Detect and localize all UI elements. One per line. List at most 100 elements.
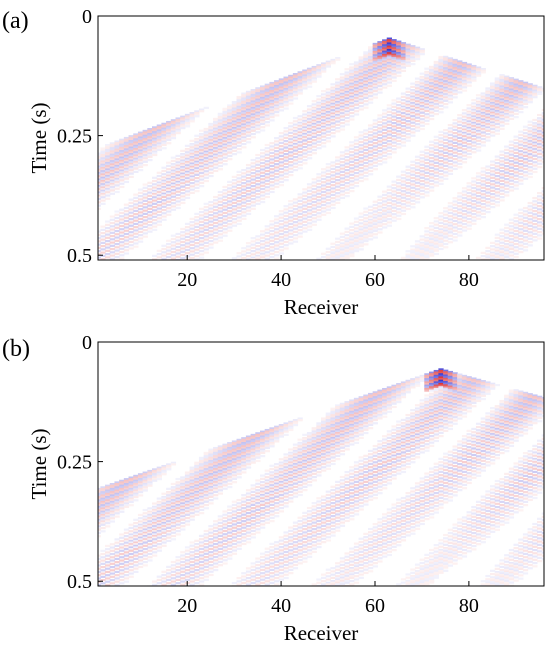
wavefield-cell [198, 136, 205, 139]
wavefield-cell [133, 135, 139, 138]
wavefield-cell [189, 185, 195, 188]
wavefield-cell [335, 247, 341, 250]
wavefield-cell [269, 104, 275, 107]
wavefield-cell [109, 178, 116, 181]
wavefield-cell [494, 184, 500, 187]
wavefield-cell [98, 198, 101, 201]
wavefield-cell [137, 146, 144, 149]
wavefield-cell [490, 127, 496, 131]
wavefield-cell [156, 194, 162, 197]
wavefield-cell [175, 132, 181, 135]
wavefield-cell [475, 74, 482, 77]
wavefield-cell [532, 92, 538, 96]
wavefield-cell [353, 93, 360, 97]
wavefield-cell [245, 209, 252, 212]
wavefield-cell [335, 92, 341, 96]
wavefield-cell [180, 166, 186, 169]
wavefield-cell [330, 255, 336, 258]
wavefield-cell [466, 128, 472, 131]
wavefield-cell [227, 122, 233, 125]
wavefield-cell [485, 121, 491, 124]
wavefield-cell [123, 180, 130, 184]
wavefield-cell [419, 179, 425, 183]
wavefield-cell [236, 125, 242, 128]
wavefield-cell [245, 173, 252, 176]
wavefield-cell [499, 173, 505, 176]
wavefield-cell [302, 128, 308, 131]
wavefield-cell [349, 71, 355, 74]
wavefield-cell [429, 238, 435, 241]
wavefield-cell [325, 127, 331, 130]
wavefield-cell [269, 155, 275, 158]
wavefield-cell [391, 105, 397, 108]
wavefield-cell [457, 162, 463, 166]
wavefield-cell [227, 219, 233, 223]
wavefield-cell [391, 65, 397, 68]
wavefield-cell [335, 166, 341, 169]
wavefield-cell [213, 137, 219, 140]
wavefield-cell [236, 174, 242, 177]
wavefield-cell [189, 217, 195, 221]
wavefield-cell [372, 52, 378, 55]
wavefield-cell [335, 83, 341, 86]
wavefield-cell [532, 203, 538, 206]
wavefield-cell [499, 251, 505, 254]
wavefield-cell [522, 94, 529, 97]
wavefield-cell [443, 224, 449, 228]
wavefield-cell [443, 73, 449, 76]
wavefield-cell [194, 242, 200, 245]
wavefield-cell [325, 169, 331, 172]
wavefield-cell [419, 103, 425, 106]
wavefield-cell [330, 96, 336, 99]
wavefield-cell [494, 90, 500, 93]
wavefield-cell [490, 134, 496, 137]
wavefield-cell [386, 205, 392, 208]
wavefield-cell [292, 77, 299, 81]
wavefield-cell [499, 113, 505, 116]
wavefield-cell [349, 173, 355, 176]
wavefield-cell [283, 153, 289, 156]
wavefield-cell [156, 223, 162, 226]
wavefield-cell [405, 46, 411, 50]
wavefield-cell [485, 253, 491, 256]
wavefield-cell [203, 147, 209, 150]
wavefield-cell [306, 222, 313, 225]
wavefield-cell [245, 137, 252, 141]
wavefield-cell [292, 90, 299, 94]
wavefield-cell [400, 170, 407, 173]
wavefield-cell [494, 119, 500, 122]
wavefield-cell [170, 127, 177, 130]
wavefield-cell [447, 84, 454, 88]
wavefield-cell [259, 93, 266, 96]
wavefield-cell [386, 78, 392, 81]
wavefield-cell [114, 187, 120, 190]
wavefield-cell [152, 199, 158, 202]
wavefield-cell [391, 183, 397, 187]
wavefield-cell [504, 77, 510, 80]
wavefield-cell [433, 174, 439, 177]
wavefield-cell [424, 256, 430, 259]
wavefield-cell [527, 141, 533, 144]
wavefield-cell [161, 184, 167, 187]
wavefield-cell [222, 111, 228, 114]
wavefield-cell [372, 135, 378, 138]
wavefield-cell [184, 152, 191, 156]
wavefield-cell [330, 190, 336, 193]
wavefield-cell [288, 102, 294, 105]
wavefield-cell [367, 57, 374, 60]
wavefield-cell [508, 98, 515, 101]
wavefield-cell [377, 216, 383, 219]
wavefield-cell [447, 169, 454, 172]
wavefield-cell [508, 93, 515, 96]
wavefield-cell [109, 142, 116, 145]
wavefield-cell [288, 141, 294, 144]
wavefield-cell [133, 239, 139, 242]
wavefield-cell [330, 97, 336, 101]
wavefield-cell [123, 145, 130, 148]
wavefield-cell [241, 247, 247, 250]
wavefield-cell [358, 134, 364, 137]
wavefield-cell [128, 154, 134, 157]
wavefield-cell [161, 143, 167, 147]
wavefield-cell [198, 233, 205, 236]
wavefield-cell [527, 120, 533, 123]
